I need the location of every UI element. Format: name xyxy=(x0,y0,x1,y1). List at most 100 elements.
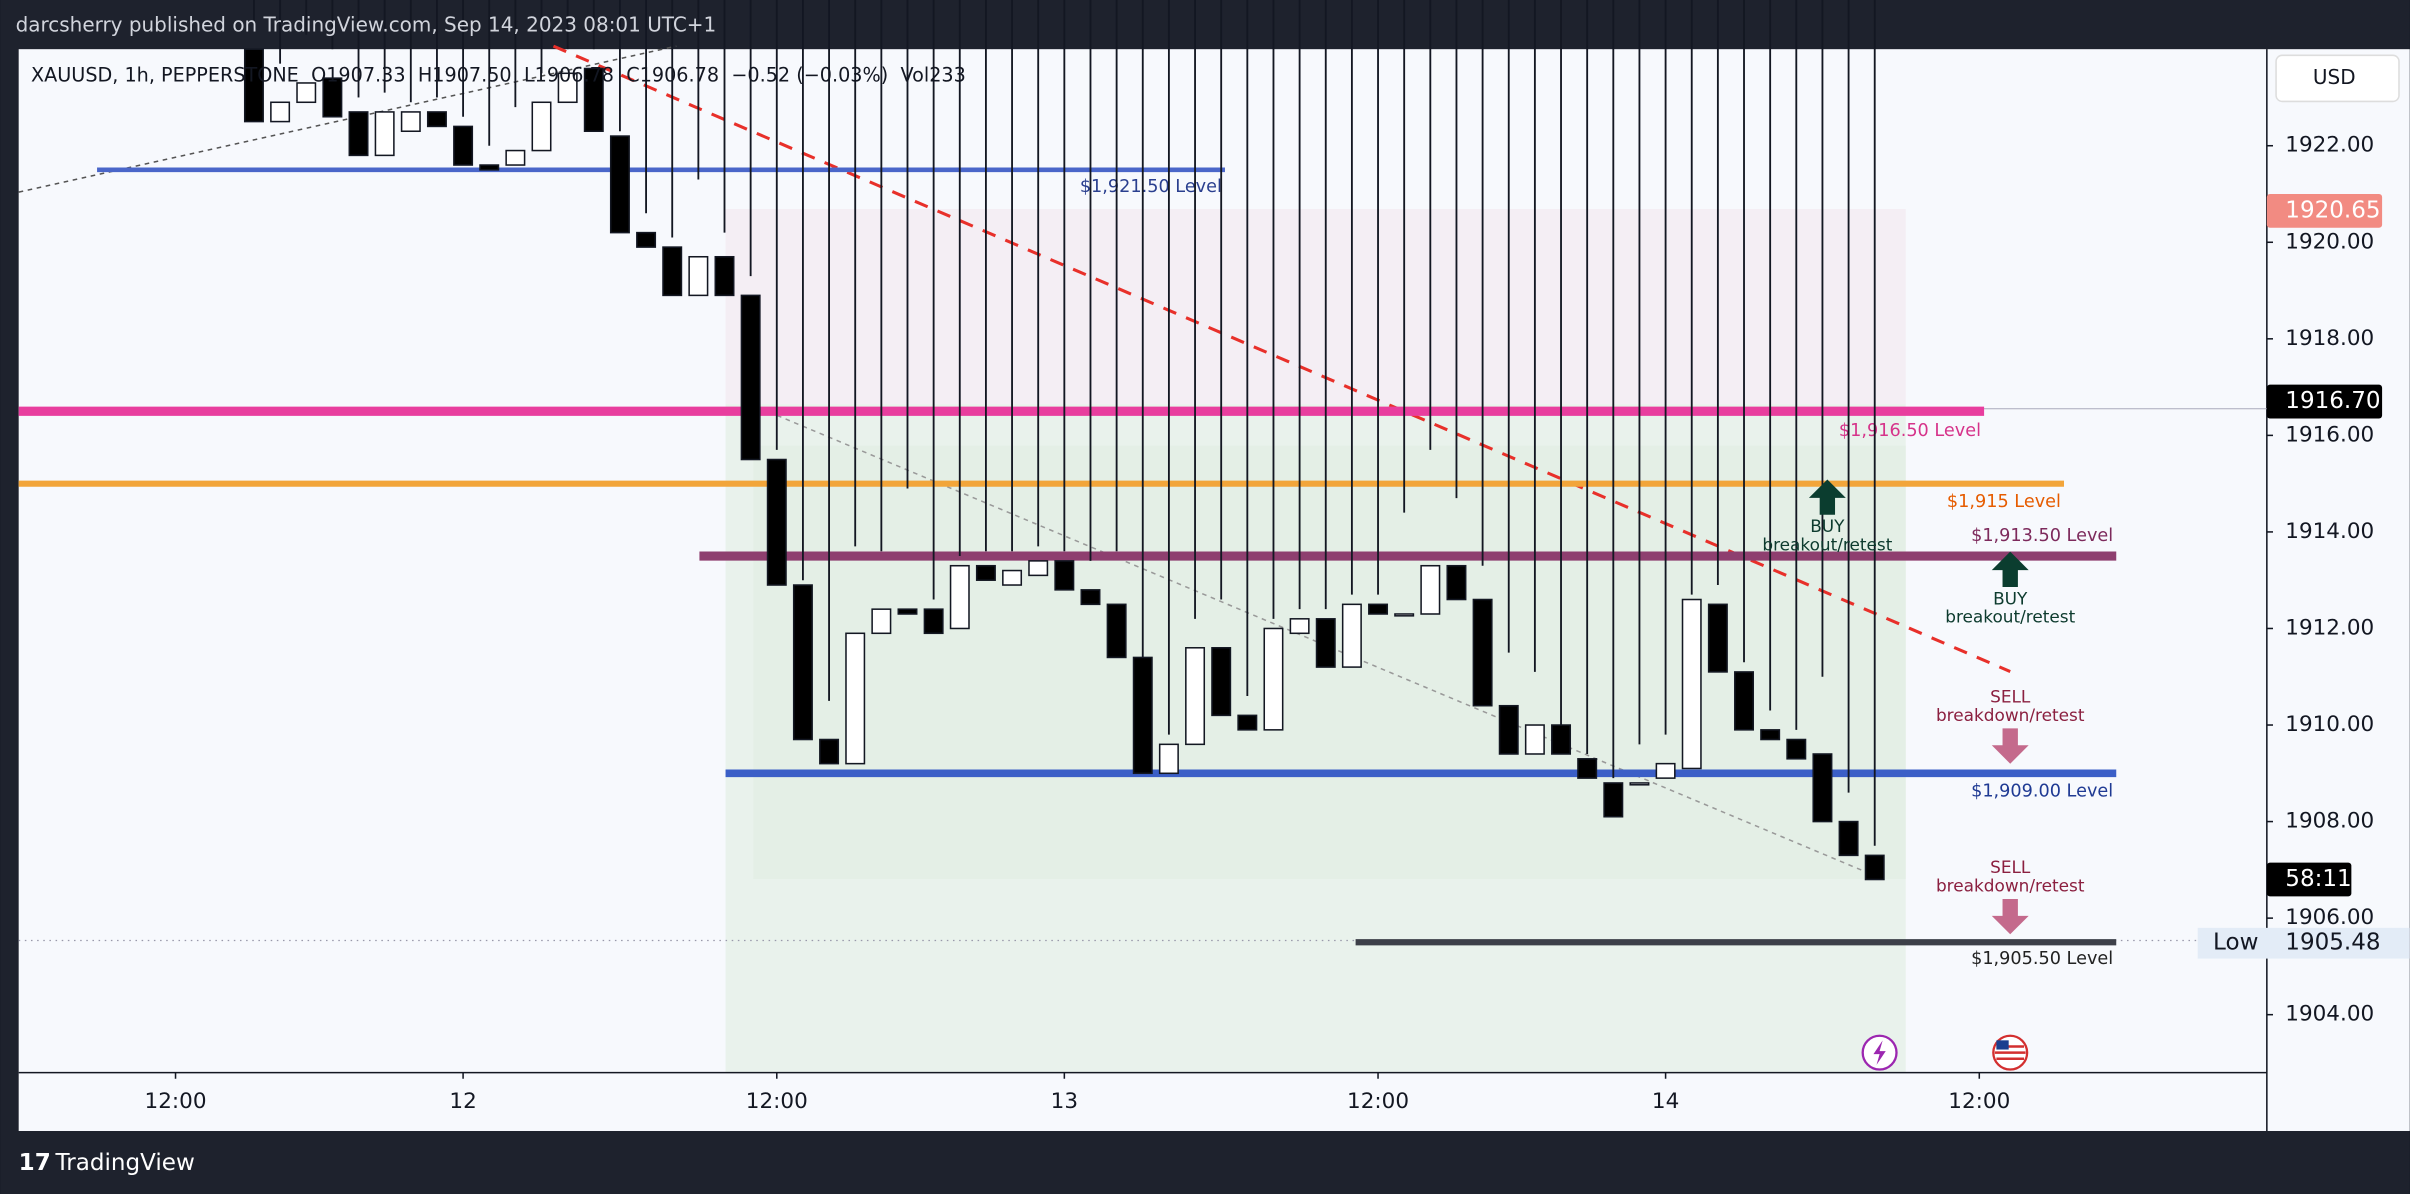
annotation-title: SELL xyxy=(1990,857,2031,877)
lightning xyxy=(1873,1040,1886,1065)
arrow xyxy=(1991,898,2029,935)
candle-body xyxy=(1629,782,1650,786)
x-tick-label: 14 xyxy=(1652,1089,1679,1114)
candle-body xyxy=(1524,724,1545,755)
candle-body xyxy=(923,608,944,635)
x-tick-label: 12:00 xyxy=(1948,1089,2010,1114)
candle-body xyxy=(1655,762,1676,779)
target-zone xyxy=(725,208,1906,405)
candle-body xyxy=(453,125,474,166)
candle-body xyxy=(1054,560,1075,591)
candle-body xyxy=(1681,598,1702,770)
brand: TradingView xyxy=(55,1150,195,1176)
candle-body xyxy=(662,246,683,297)
y-tick-label: 1914.00 xyxy=(2285,519,2374,544)
candle-body xyxy=(609,135,630,234)
candle-body xyxy=(792,584,813,741)
candle-body xyxy=(975,564,996,581)
candle-body xyxy=(479,164,500,171)
annotation-title: BUY xyxy=(1993,588,2028,608)
trend-line xyxy=(768,411,1883,880)
candle-body xyxy=(1603,782,1624,818)
candle-body xyxy=(897,608,918,615)
candle-body xyxy=(1707,603,1728,673)
arrow xyxy=(1808,479,1846,515)
flag-canton xyxy=(1996,1040,2009,1050)
y-tick-label: 1908.00 xyxy=(2285,809,2374,834)
candle-body xyxy=(1185,647,1206,746)
price-tag xyxy=(2266,193,2383,228)
x-tick-label: 13 xyxy=(1051,1089,1078,1114)
candle-body xyxy=(243,48,264,123)
candle-body xyxy=(270,101,291,123)
candle-body xyxy=(583,67,604,133)
currency[interactable]: USD xyxy=(2313,65,2356,89)
candle-body xyxy=(819,738,840,765)
candle-body xyxy=(322,77,343,118)
candle-body xyxy=(1132,656,1153,775)
annotation-subtitle: breakdown/retest xyxy=(1936,876,2085,896)
candle-body xyxy=(1446,564,1467,601)
candle-body xyxy=(1341,603,1362,668)
level-label: $1,909.00 Level xyxy=(1971,782,2113,802)
price-tag-label: 1916.70 xyxy=(2285,388,2380,414)
level-label: $1,915 Level xyxy=(1947,492,2061,512)
candle-body xyxy=(1577,758,1598,779)
y-tick-label: 1904.00 xyxy=(2285,1002,2374,1027)
legend-item: L1906.78 xyxy=(524,63,614,86)
countdown-tag xyxy=(2266,862,2352,897)
candle-body xyxy=(740,294,761,461)
y-tick-label: 1918.00 xyxy=(2285,326,2374,351)
annotations: BUYbreakout/retestBUYbreakout/retestSELL… xyxy=(1762,479,2085,935)
countdown: 58:11 xyxy=(2285,866,2351,892)
legend-item: C1906.78 xyxy=(626,63,719,86)
annotation-title: BUY xyxy=(1810,516,1845,536)
candle-body xyxy=(348,111,369,157)
candle-body xyxy=(1864,854,1885,881)
candle-body xyxy=(1394,613,1415,617)
candle-body xyxy=(1734,671,1755,731)
legend-item: Vol233 xyxy=(901,63,966,86)
low-label: Low xyxy=(2213,930,2258,956)
levels: $1,921.50 Level $1,916.50 Level $1,915 Lev… xyxy=(18,167,2117,969)
x-tick-label: 12:00 xyxy=(746,1089,808,1114)
candle-body xyxy=(714,255,735,297)
candle-body xyxy=(1263,627,1284,731)
level-label: $1,913.50 Level xyxy=(1971,526,2113,546)
candle-body xyxy=(1812,753,1833,823)
candle-body xyxy=(1080,589,1101,606)
price-tag-label: 1920.65 xyxy=(2285,197,2380,223)
candle-body xyxy=(1158,743,1179,775)
annotation-subtitle: breakdown/retest xyxy=(1936,705,2085,725)
annotation-title: SELL xyxy=(1990,687,2031,707)
candle-body xyxy=(1420,564,1441,615)
currency-button[interactable] xyxy=(2275,54,2400,103)
candle-body xyxy=(1760,729,1781,741)
level-label: $1,905.50 Level xyxy=(1971,949,2113,969)
candle-body xyxy=(871,608,892,635)
low-value: 1905.48 xyxy=(2285,930,2380,956)
candle-body xyxy=(1551,724,1572,755)
price-tag xyxy=(2266,384,2383,419)
logo-mark: 17 xyxy=(19,1150,51,1176)
candle-body xyxy=(1786,738,1807,760)
candle-body xyxy=(1028,560,1049,577)
candle-body xyxy=(1838,820,1859,857)
candle-body xyxy=(400,111,421,133)
arrow xyxy=(1991,551,2029,588)
candle-body xyxy=(688,255,709,297)
legend: XAUUSD, 1h, PEPPERSTONE O1907.33 H1907.50 L… xyxy=(31,63,966,86)
candle-body xyxy=(845,632,866,765)
candles xyxy=(243,0,1885,881)
candle-body xyxy=(1472,598,1493,707)
y-tick-label: 1906.00 xyxy=(2285,905,2374,930)
candle-body xyxy=(949,564,970,630)
y-tick-label: 1916.00 xyxy=(2285,422,2374,447)
y-tick-label: 1912.00 xyxy=(2285,615,2374,640)
annotation-subtitle: breakout/retest xyxy=(1945,607,2075,627)
level-label: $1,921.50 Level xyxy=(1080,177,1222,197)
candle-body xyxy=(426,111,447,128)
arrow xyxy=(1991,728,2029,764)
candle-body xyxy=(1237,714,1258,731)
